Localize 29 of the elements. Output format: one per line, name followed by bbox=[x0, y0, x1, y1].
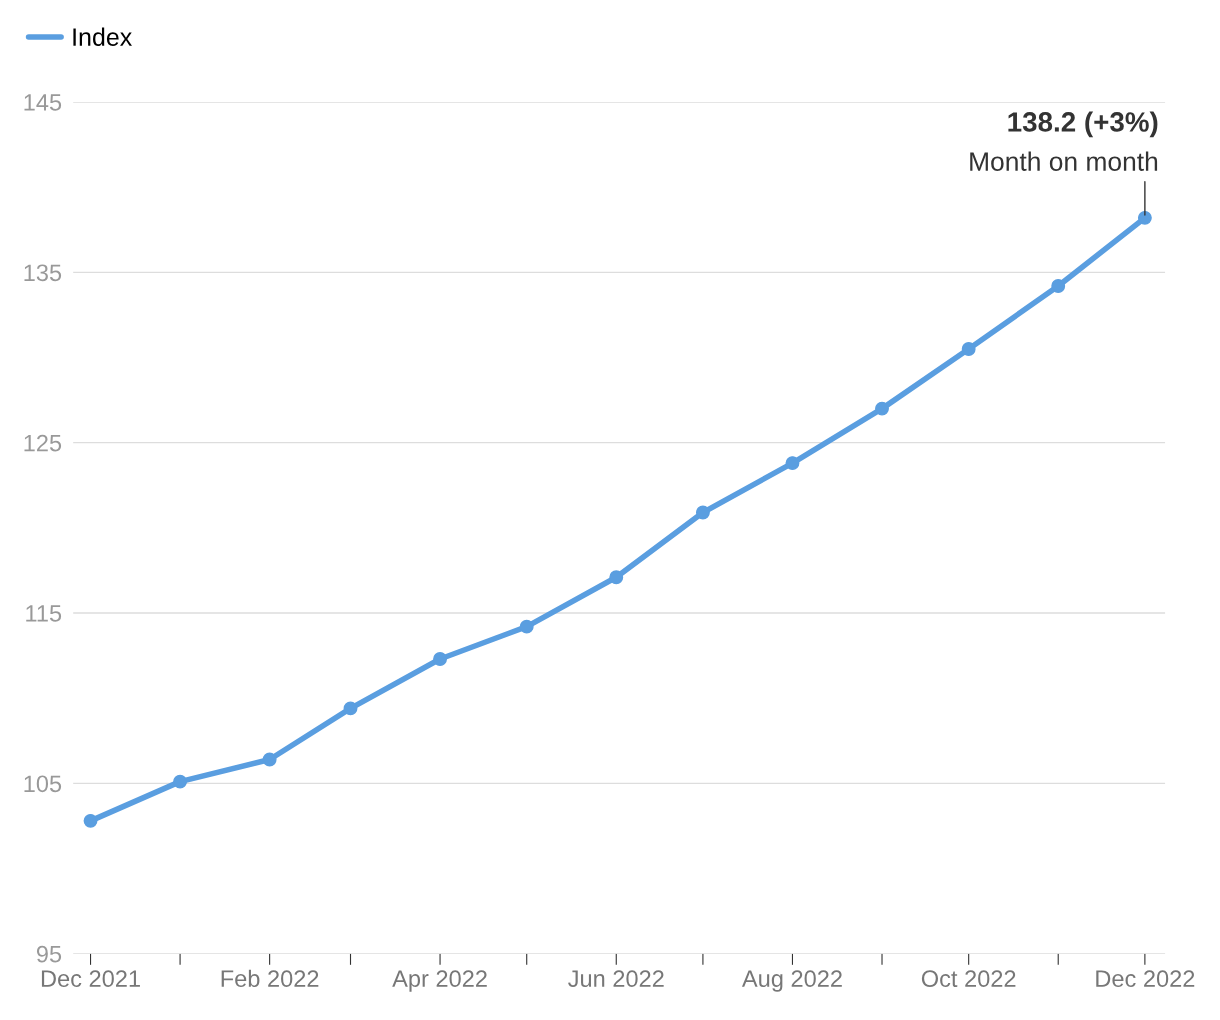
point bbox=[519, 619, 534, 634]
point bbox=[1137, 210, 1152, 225]
y-tick-label: 105 bbox=[24, 775, 62, 793]
annotation: 138.2 (+3%) bbox=[1008, 111, 1158, 138]
y-tick-label: 135 bbox=[24, 264, 62, 282]
point bbox=[343, 701, 358, 716]
x-tick-label: Dec 2021 bbox=[41, 970, 140, 988]
y-tick-label: 95 bbox=[36, 945, 62, 963]
x-tick-label: Apr 2022 bbox=[392, 970, 487, 992]
legend-label: Index bbox=[73, 27, 132, 46]
point bbox=[695, 505, 710, 520]
point bbox=[83, 813, 98, 828]
point bbox=[433, 652, 448, 666]
y-tick-label: 125 bbox=[24, 434, 62, 452]
point bbox=[1051, 279, 1066, 293]
y-tick-label: 115 bbox=[26, 605, 62, 622]
y-tick-label: 145 bbox=[24, 94, 62, 111]
x-tick-label: Oct 2022 bbox=[921, 970, 1016, 988]
point bbox=[961, 342, 976, 356]
x-tick-label: Jun 2022 bbox=[568, 970, 664, 988]
x-tick-label: Feb 2022 bbox=[221, 969, 319, 988]
point bbox=[173, 774, 188, 789]
point bbox=[609, 570, 624, 585]
x-tick-label: Dec 2022 bbox=[1096, 970, 1195, 988]
point bbox=[875, 401, 889, 416]
point bbox=[262, 752, 277, 767]
point bbox=[785, 456, 800, 471]
x-tick-label: Aug 2022 bbox=[741, 970, 842, 992]
annotation: Month on month bbox=[970, 151, 1158, 171]
